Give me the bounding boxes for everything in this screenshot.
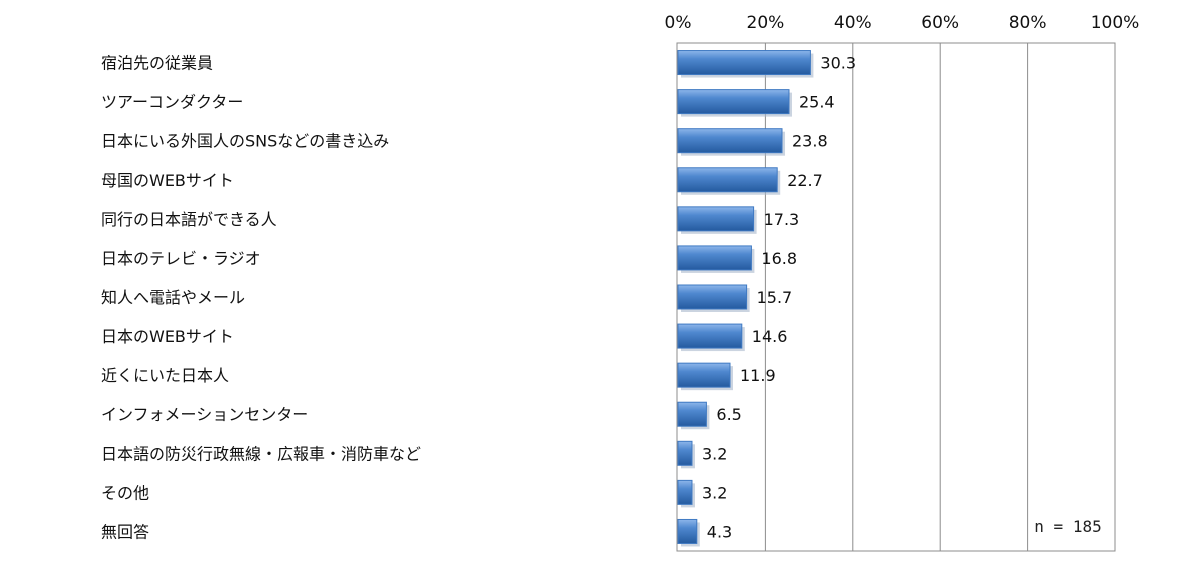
value-labels: 30.3 25.4 23.8 22.7 17.3 16.8 15.7 14.6 11.9 6.5 3… [702, 54, 856, 542]
value-label: 23.8 [792, 132, 828, 151]
category-label: 日本語の防災行政無線・広報車・消防車など [101, 444, 421, 463]
bar [677, 479, 693, 505]
value-label: 11.9 [740, 366, 776, 385]
value-label: 6.5 [716, 405, 741, 424]
value-label: 22.7 [787, 171, 823, 190]
category-label: インフォメーションセンター [101, 405, 308, 424]
category-label: 日本のWEBサイト [101, 327, 234, 346]
bar [677, 362, 731, 388]
bar [677, 128, 783, 154]
x-tick-label: 40% [834, 13, 872, 33]
plot-area [676, 42, 1116, 552]
bar [677, 89, 790, 115]
value-label: 16.8 [761, 249, 797, 268]
category-label: 日本のテレビ・ラジオ [101, 249, 261, 268]
category-labels: 宿泊先の従業員ツアーコンダクター日本にいる外国人のSNSなどの書き込み母国のWE… [101, 54, 421, 542]
category-label: 近くにいた日本人 [101, 366, 229, 385]
value-label: 3.2 [702, 483, 727, 502]
bar [677, 518, 698, 544]
category-label: その他 [101, 483, 149, 502]
value-label: 14.6 [752, 327, 788, 346]
bar [677, 206, 755, 232]
gridlines [764, 43, 1029, 551]
x-tick-label: 100% [1091, 13, 1140, 33]
value-label: 4.3 [707, 522, 732, 541]
bar [677, 284, 748, 310]
category-label: ツアーコンダクター [101, 93, 243, 112]
bar [677, 167, 778, 193]
category-label: 宿泊先の従業員 [101, 54, 213, 73]
x-tick-label: 0% [665, 13, 692, 33]
value-label: 25.4 [799, 93, 835, 112]
x-axis-tick-labels: 0% 20% 40% 60% 80% 100% [665, 13, 1140, 33]
value-label: 30.3 [820, 54, 856, 73]
category-label: 母国のWEBサイト [101, 171, 234, 190]
bar [677, 401, 707, 427]
value-label: 17.3 [764, 210, 800, 229]
category-label: 無回答 [101, 522, 149, 541]
category-label: 日本にいる外国人のSNSなどの書き込み [101, 132, 389, 151]
sample-size-note: n = 185 [1034, 517, 1101, 536]
category-label: 同行の日本語ができる人 [101, 210, 277, 229]
bar [677, 245, 752, 271]
bar [677, 323, 743, 349]
bar [677, 50, 811, 76]
x-tick-label: 80% [1009, 13, 1047, 33]
bar [677, 440, 693, 466]
category-label: 知人へ電話やメール [101, 288, 245, 307]
x-tick-label: 60% [921, 13, 959, 33]
x-tick-label: 20% [747, 13, 785, 33]
bars [677, 50, 814, 547]
value-label: 3.2 [702, 444, 727, 463]
value-label: 15.7 [757, 288, 793, 307]
